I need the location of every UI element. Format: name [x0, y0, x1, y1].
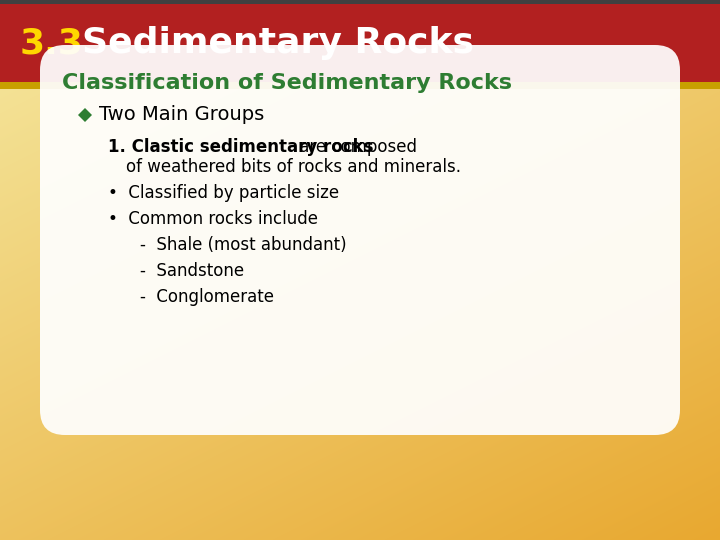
- Text: •  Classified by particle size: • Classified by particle size: [108, 184, 339, 202]
- Text: Sedimentary Rocks: Sedimentary Rocks: [82, 26, 474, 60]
- Text: Classification of Sedimentary Rocks: Classification of Sedimentary Rocks: [62, 73, 512, 93]
- Text: are composed: are composed: [294, 138, 417, 156]
- Text: of weathered bits of rocks and minerals.: of weathered bits of rocks and minerals.: [126, 158, 461, 176]
- Text: -  Shale (most abundant): - Shale (most abundant): [140, 236, 346, 254]
- Text: •  Common rocks include: • Common rocks include: [108, 210, 318, 228]
- FancyBboxPatch shape: [0, 82, 720, 89]
- FancyBboxPatch shape: [0, 4, 720, 82]
- Text: 3.3: 3.3: [20, 26, 84, 60]
- Text: Two Main Groups: Two Main Groups: [99, 105, 264, 125]
- FancyBboxPatch shape: [0, 0, 720, 4]
- FancyBboxPatch shape: [40, 45, 680, 435]
- Text: -  Sandstone: - Sandstone: [140, 262, 244, 280]
- Text: -  Conglomerate: - Conglomerate: [140, 288, 274, 306]
- Polygon shape: [78, 108, 92, 122]
- Text: 1. Clastic sedimentary rocks: 1. Clastic sedimentary rocks: [108, 138, 374, 156]
